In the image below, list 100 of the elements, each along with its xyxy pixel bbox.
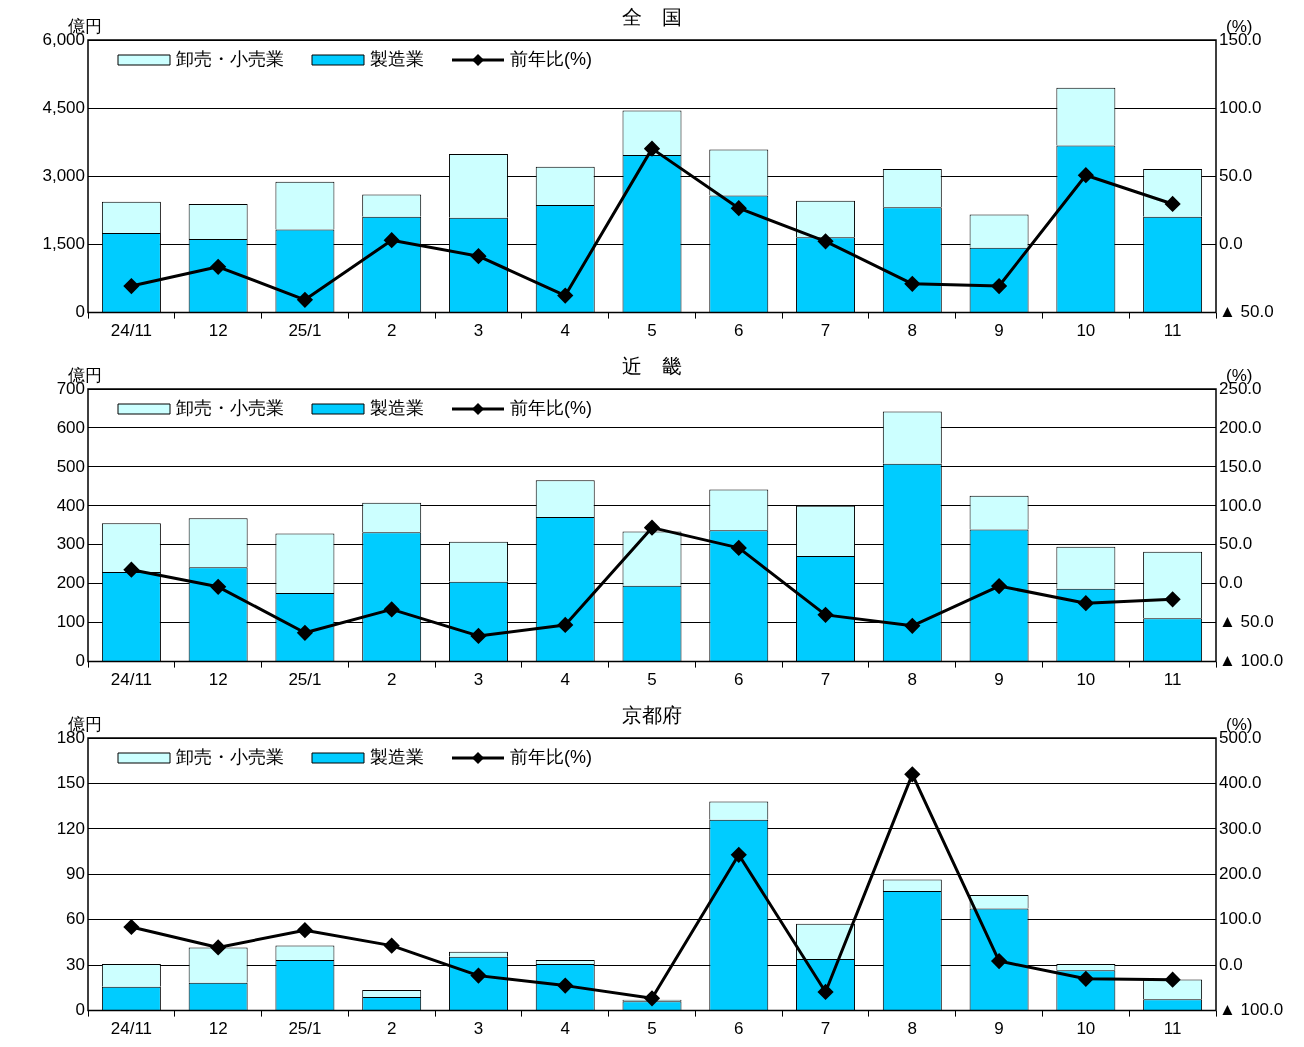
point (123, 919, 139, 935)
legend-label: 卸売・小売業 (176, 48, 284, 69)
x-tick-label: 7 (820, 321, 831, 341)
x-tick-label: 12 (208, 670, 228, 690)
x-tick-label: 24/11 (110, 1019, 153, 1039)
point (644, 520, 660, 536)
x-tick-label: 4 (560, 1019, 570, 1039)
x-tick-label: 9 (994, 670, 1004, 690)
y-tick-label: 500 (56, 456, 85, 476)
x-tick-label: 2 (386, 1019, 397, 1039)
y2-tick-label: 50.0 (1219, 165, 1253, 185)
y2-tick-label: 0.0 (1219, 573, 1243, 593)
x-tick-label: 10 (1076, 670, 1096, 690)
y-tick-label: 30 (66, 954, 85, 974)
point (1078, 167, 1094, 183)
x-tick-label: 7 (820, 670, 831, 690)
x-tick-label: 6 (734, 321, 744, 341)
chart-title: 全 国 (622, 5, 682, 28)
x-tick-label: 9 (994, 321, 1004, 341)
x-tick-label: 25/1 (288, 1019, 322, 1039)
y-tick-label: 100 (56, 612, 85, 632)
legend-label: 製造業 (370, 397, 424, 418)
y2-tick-label: 0.0 (1219, 234, 1243, 254)
x-tick-label: 2 (386, 670, 397, 690)
x-tick-label: 4 (560, 670, 570, 690)
point (123, 562, 139, 578)
y2-tick-label: 300.0 (1219, 818, 1262, 838)
x-tick-label: 2 (386, 321, 397, 341)
point (384, 601, 400, 617)
y-tick-label: 600 (56, 417, 85, 437)
y-tick-label: 0 (75, 302, 85, 322)
point (297, 625, 313, 641)
y2-tick-label: 100.0 (1219, 909, 1262, 929)
x-tick-label: 25/1 (288, 670, 322, 690)
legend-label: 製造業 (370, 746, 424, 767)
y-tick-label: 200 (56, 573, 85, 593)
point (731, 847, 747, 863)
y-tick-label: 120 (56, 818, 85, 838)
legend-label: 前年比(%) (510, 48, 592, 69)
legend-label: 前年比(%) (510, 746, 592, 767)
y2-tick-label: 100.0 (1219, 97, 1262, 117)
y2-tick-label: 0.0 (1219, 954, 1243, 974)
x-tick-label: 5 (647, 1019, 657, 1039)
y-tick-label: 90 (66, 863, 85, 883)
x-tick-label: 25/1 (288, 321, 322, 341)
x-tick-label: 24/11 (110, 321, 153, 341)
point (1165, 196, 1181, 212)
y2-tick-label: 50.0 (1219, 534, 1253, 554)
y-tick-label: 1,500 (42, 234, 85, 254)
x-tick-label: 5 (647, 321, 657, 341)
point (210, 579, 226, 595)
point (1078, 595, 1094, 611)
point (991, 578, 1007, 594)
chart-title: 京都府 (622, 703, 682, 726)
point (210, 259, 226, 275)
y-tick-label: 60 (66, 909, 85, 929)
y2-tick-label: 100.0 (1219, 495, 1262, 515)
point (297, 922, 313, 938)
point (644, 141, 660, 157)
point (1165, 591, 1181, 607)
x-tick-label: 3 (473, 321, 484, 341)
y2-tick-label: 200.0 (1219, 863, 1262, 883)
point (904, 276, 920, 292)
point (1078, 971, 1094, 987)
y2-tick-label: ▲ 50.0 (1219, 612, 1274, 632)
point (123, 278, 139, 294)
x-tick-label: 9 (994, 1019, 1004, 1039)
x-tick-label: 7 (820, 1019, 831, 1039)
y-tick-label: 300 (56, 534, 85, 554)
x-tick-label: 4 (560, 321, 570, 341)
x-tick-label: 24/11 (110, 670, 153, 690)
point (210, 939, 226, 955)
point (818, 233, 834, 249)
point (384, 232, 400, 248)
x-tick-label: 12 (208, 1019, 228, 1039)
point (297, 292, 313, 308)
x-tick-label: 3 (473, 670, 484, 690)
y2-tick-label: ▲ 100.0 (1219, 1000, 1284, 1020)
point (818, 607, 834, 623)
x-tick-label: 6 (734, 670, 744, 690)
point (557, 617, 573, 633)
x-tick-label: 12 (208, 321, 228, 341)
x-tick-label: 6 (734, 1019, 744, 1039)
y-tick-label: 3,000 (42, 165, 85, 185)
point (731, 200, 747, 216)
x-tick-label: 11 (1163, 1019, 1182, 1039)
point (904, 618, 920, 634)
y-tick-label: 150 (56, 773, 85, 793)
point (991, 953, 1007, 969)
y-tick-label: 400 (56, 495, 85, 515)
point (904, 766, 920, 782)
y2-tick-label: 150.0 (1219, 456, 1262, 476)
chart-title: 近 畿 (622, 354, 682, 377)
x-tick-label: 11 (1163, 321, 1182, 341)
point (470, 628, 486, 644)
y-tick-label: 0 (75, 1000, 85, 1020)
x-tick-label: 3 (473, 1019, 484, 1039)
x-tick-label: 8 (907, 1019, 918, 1039)
x-tick-label: 5 (647, 670, 657, 690)
x-tick-label: 8 (907, 670, 918, 690)
